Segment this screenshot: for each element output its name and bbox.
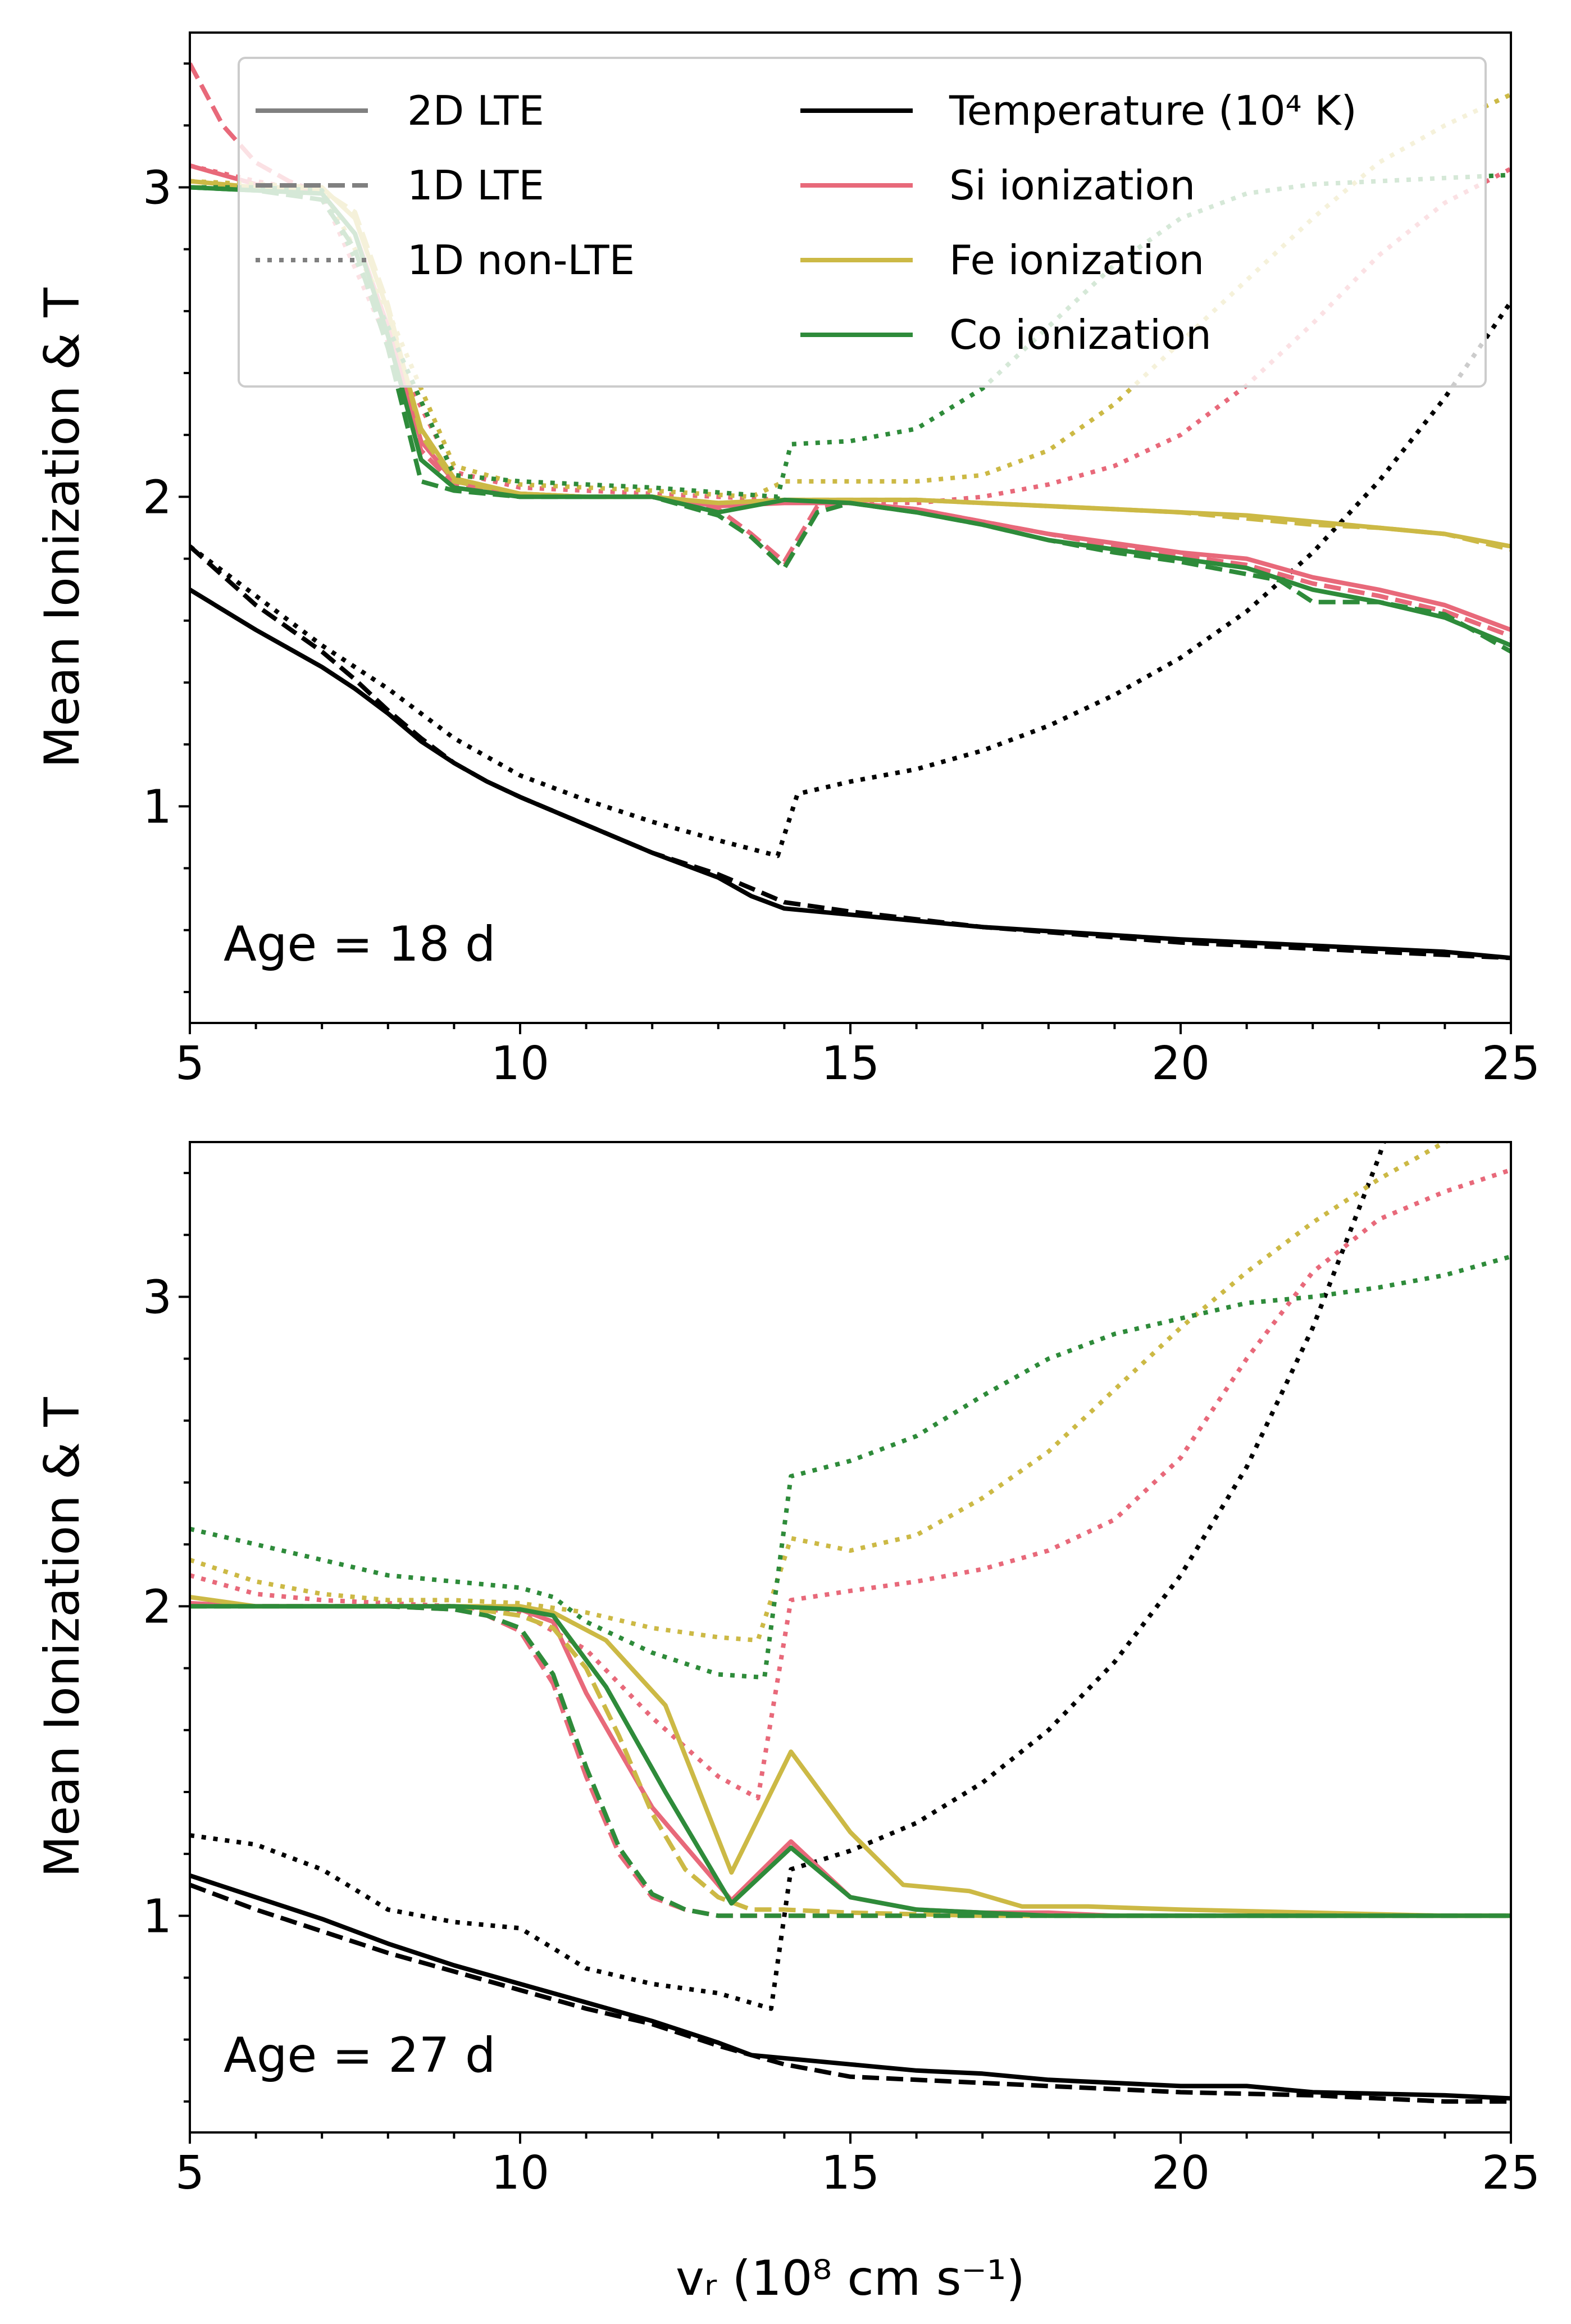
panel1-xtick-label-25: 25 (1482, 2146, 1540, 2200)
panel1-ytick-label-1: 1 (143, 1890, 172, 1943)
panel0-ytick-label-1: 1 (143, 780, 172, 834)
legend-label-2d-lte: 2D LTE (407, 87, 544, 134)
panel1-xtick-label-20: 20 (1151, 2146, 1210, 2200)
panel-age-27d-ticks: 5 10 15 20 25 1 2 3 (143, 1172, 1540, 2200)
x-axis-label: vᵣ (10⁸ cm s⁻¹) (676, 2250, 1025, 2307)
panel1-ytick-label-2: 2 (143, 1580, 172, 1634)
panel-age-27d-ylabel: Mean Ionization & T (34, 1397, 90, 1877)
panel0-xtick-label-25: 25 (1482, 1037, 1540, 1090)
panel0-xtick-label-20: 20 (1151, 1037, 1210, 1090)
panel0-series-temperature-1d-non-lte (190, 301, 1511, 858)
panel1-series-fe-ionization-2d-lte (190, 1594, 1511, 1918)
legend-entry-1d-nonlte: 1D non-LTE (256, 237, 635, 284)
panel-age-27d-lines (190, 1142, 1511, 2104)
legend-entry-2d-lte: 2D LTE (256, 87, 544, 134)
panel-age-18d: 5 10 15 20 25 1 2 3 Age = 18 d Mean Ionization … (34, 31, 1540, 1090)
panel1-ytick-label-3: 3 (143, 1271, 172, 1324)
legend-label-temperature: Temperature (10⁴ K) (949, 87, 1357, 134)
legend-entry-temperature: Temperature (10⁴ K) (800, 87, 1357, 134)
legend-label-si: Si ionization (949, 162, 1195, 209)
legend-entry-fe: Fe ionization (800, 237, 1204, 284)
panel1-series-fe-ionization-1d-lte (190, 1604, 1511, 1918)
panel0-series-si-ionization-1d-lte (190, 62, 1511, 639)
panel1-series-si-ionization-1d-non-lte (190, 1167, 1511, 1800)
panel1-series-co-ionization-1d-non-lte (190, 1254, 1511, 1680)
panel1-series-temperature-2d-lte (190, 1873, 1511, 2101)
panel-age-18d-annotation: Age = 18 d (224, 916, 495, 972)
panel0-ytick-label-2: 2 (143, 471, 172, 524)
panel0-xtick-label-5: 5 (175, 1037, 204, 1090)
panel0-xtick-label-15: 15 (821, 1037, 880, 1090)
legend-label-1d-nonlte: 1D non-LTE (407, 237, 635, 284)
panel0-series-temperature-2d-lte (190, 588, 1511, 961)
panel1-xtick-label-15: 15 (821, 2146, 880, 2200)
panel-age-27d: 5 10 15 20 25 1 2 3 Age = 27 d Mean Ionization … (34, 1141, 1540, 2200)
panel1-series-co-ionization-2d-lte (190, 1604, 1511, 1918)
legend-label-1d-lte: 1D LTE (407, 162, 544, 209)
legend-label-co: Co ionization (949, 311, 1212, 358)
panel1-series-temperature-1d-lte (190, 1882, 1511, 2104)
panel-age-18d-ylabel: Mean Ionization & T (34, 288, 90, 768)
panel0-ytick-label-3: 3 (143, 161, 172, 215)
legend: 2D LTE 1D LTE 1D non-LTE Temperature (10… (238, 57, 1487, 388)
legend-box (238, 57, 1487, 388)
panel1-series-fe-ionization-1d-non-lte (190, 1142, 1450, 1643)
panel1-series-si-ionization-2d-lte (190, 1600, 1511, 1918)
panel-age-27d-annotation: Age = 27 d (224, 2027, 495, 2084)
legend-entry-1d-lte: 1D LTE (256, 162, 544, 209)
panel1-series-temperature-1d-non-lte (190, 1142, 1387, 2011)
panel1-xtick-label-5: 5 (175, 2146, 204, 2200)
legend-entry-co: Co ionization (800, 311, 1212, 358)
panel-age-27d-frame (189, 1141, 1512, 2134)
panel0-series-temperature-1d-lte (190, 544, 1511, 961)
panel1-xtick-label-10: 10 (491, 2146, 549, 2200)
panel1-series-si-ionization-1d-lte (190, 1604, 1511, 1918)
legend-label-fe: Fe ionization (949, 237, 1204, 284)
panel1-series-co-ionization-1d-lte (190, 1604, 1511, 1918)
legend-entry-si: Si ionization (800, 162, 1195, 209)
panel0-xtick-label-10: 10 (491, 1037, 549, 1090)
panel-age-18d-ticks: 5 10 15 20 25 1 2 3 (143, 62, 1540, 1090)
